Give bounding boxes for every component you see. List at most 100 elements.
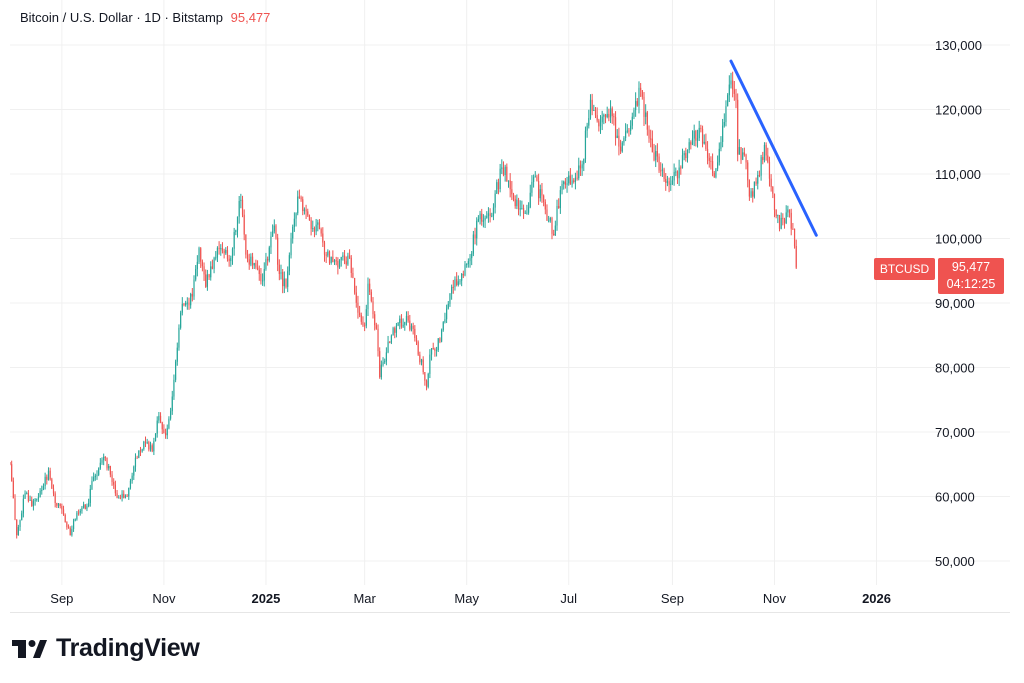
candle (272, 224, 274, 238)
candle-body (84, 504, 86, 510)
price-axis-label: 130,000 (935, 38, 982, 53)
candle (240, 193, 242, 209)
candle (27, 490, 30, 503)
candle (706, 141, 709, 165)
candle (464, 261, 466, 277)
candle-body (690, 142, 692, 145)
candle (656, 143, 658, 163)
candle-body (36, 498, 38, 500)
candle-body (392, 328, 394, 336)
candle-body (153, 441, 155, 452)
candle-body (59, 503, 61, 507)
candle (134, 453, 137, 472)
candle (348, 249, 351, 260)
candle-body (521, 208, 523, 210)
candle (422, 356, 424, 375)
candle (318, 219, 321, 230)
time-axis-label: Mar (353, 591, 376, 606)
candle-body (240, 199, 242, 201)
candle (755, 177, 757, 186)
candle-body (375, 325, 377, 329)
candle (236, 216, 239, 238)
candle (737, 93, 739, 162)
candle (412, 322, 414, 335)
candle-body (660, 170, 662, 172)
candle-body (14, 498, 16, 520)
candle-body (661, 169, 664, 171)
candle-body (62, 509, 65, 515)
candle (133, 465, 135, 480)
candle-body (215, 257, 217, 259)
candle-body (563, 181, 565, 185)
candle-body (11, 464, 13, 481)
candle-body (138, 450, 140, 458)
candle (546, 204, 548, 221)
candle (631, 112, 633, 130)
candle-body (755, 181, 757, 184)
candle (753, 181, 756, 199)
candle (788, 209, 791, 218)
candle (671, 175, 674, 186)
candle-body (447, 303, 449, 309)
candle (16, 519, 18, 539)
candle (265, 252, 267, 271)
candle (42, 483, 45, 491)
candle-body (621, 142, 623, 152)
candle (88, 498, 90, 508)
candle (195, 265, 197, 282)
candle-body (581, 164, 583, 169)
candle (665, 173, 667, 191)
candle (437, 338, 439, 352)
candle-body (185, 303, 187, 306)
candle (506, 163, 508, 182)
candle (748, 179, 750, 201)
candlestick-chart[interactable]: 50,000 60,000 70,000 80,000 90,000 100,000 110… (10, 0, 1010, 612)
candle (328, 250, 331, 265)
candle (255, 259, 257, 270)
candle (795, 239, 797, 269)
candle (190, 292, 192, 309)
candle-body (313, 228, 316, 232)
chart-area[interactable]: 50,000 60,000 70,000 80,000 90,000 100,000 110… (10, 0, 1010, 613)
candle-body (56, 502, 58, 506)
candle (22, 494, 24, 518)
candle-body (166, 428, 168, 436)
candle-body (636, 101, 638, 106)
candle-body (640, 87, 642, 91)
candle-body (618, 135, 620, 147)
candle (338, 259, 341, 269)
candle (193, 275, 195, 300)
candle (551, 216, 553, 240)
candle (576, 170, 578, 181)
candle-body (272, 231, 274, 237)
candle (568, 171, 570, 186)
candle (389, 341, 391, 344)
candle-body (108, 465, 110, 469)
candle (288, 252, 290, 276)
candle (337, 257, 339, 275)
candle (526, 204, 528, 215)
candle-body (225, 249, 227, 254)
candle (584, 126, 587, 163)
candle-body (91, 480, 93, 489)
candle-body (44, 476, 46, 487)
candle (717, 155, 719, 172)
candle-body (218, 247, 220, 249)
candle-body (790, 212, 792, 229)
candle (691, 130, 694, 146)
candle-body (47, 470, 50, 480)
candle (696, 129, 699, 148)
candle-body (372, 301, 374, 315)
candle-body (768, 161, 771, 179)
candle-body (420, 359, 423, 363)
candle-body (136, 457, 138, 459)
candle-body (665, 178, 667, 183)
candle-body (302, 199, 304, 212)
candle-body (79, 510, 81, 513)
candle-body (253, 263, 255, 266)
candle-body (99, 462, 101, 469)
candle-body (74, 519, 76, 521)
tradingview-brand[interactable]: TradingView (12, 634, 200, 663)
candle (310, 217, 312, 236)
candle (312, 220, 314, 232)
